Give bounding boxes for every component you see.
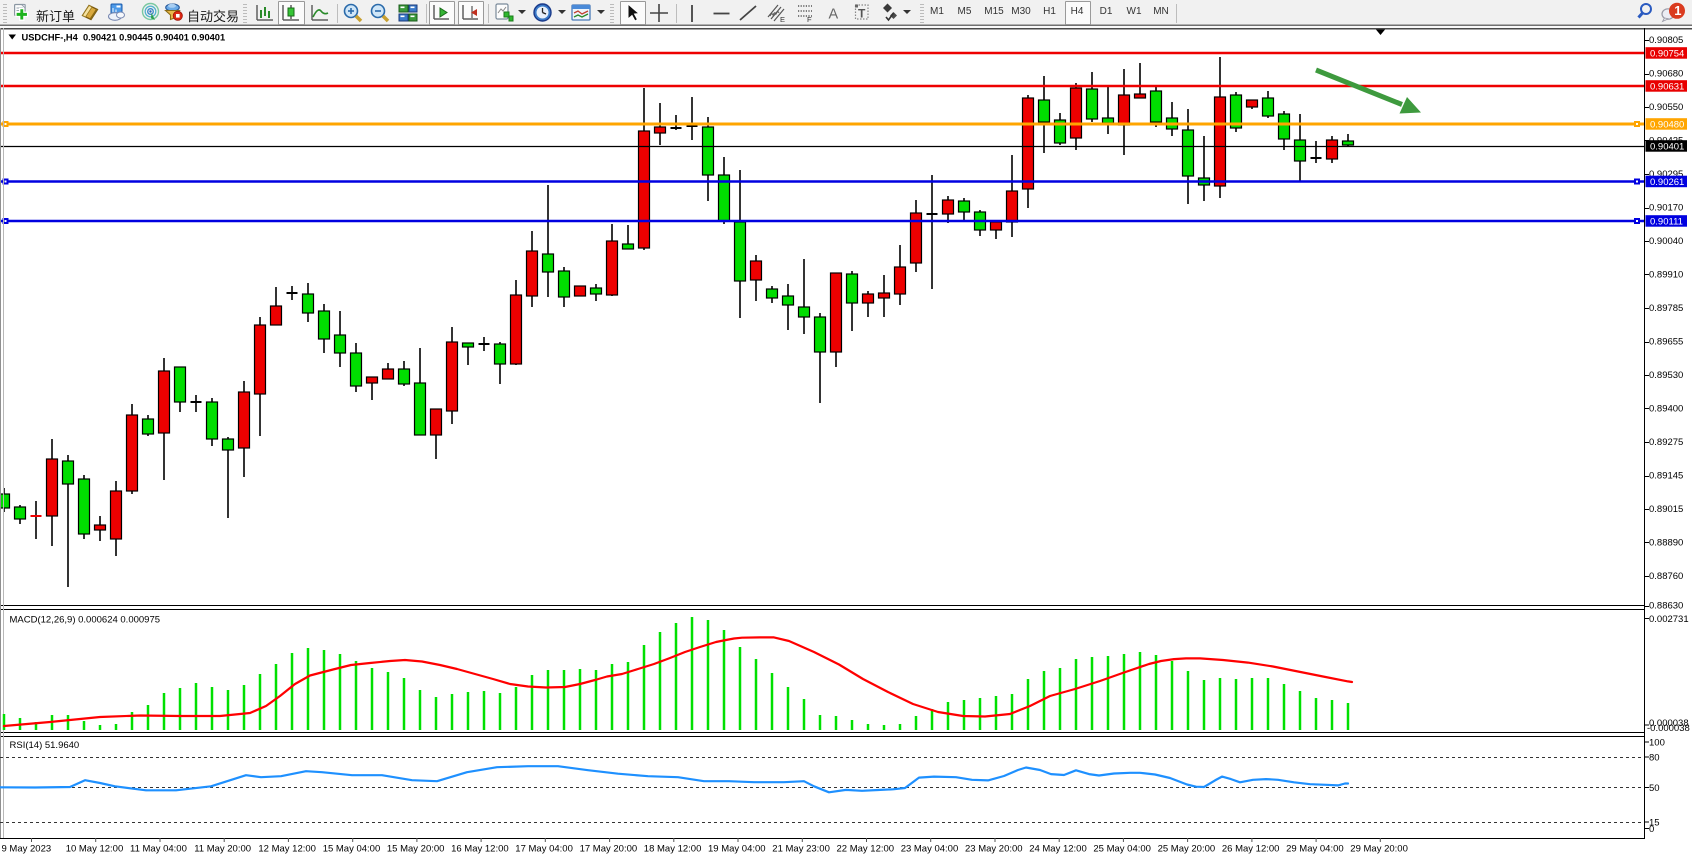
svg-text:26 May 12:00: 26 May 12:00 xyxy=(1222,844,1280,855)
svg-text:25 May 04:00: 25 May 04:00 xyxy=(1093,844,1151,855)
svg-text:0.90631: 0.90631 xyxy=(1650,82,1684,93)
svg-text:0.88890: 0.88890 xyxy=(1649,538,1683,549)
svg-text:0.90295: 0.90295 xyxy=(1649,169,1683,180)
svg-text:29 May 04:00: 29 May 04:00 xyxy=(1286,844,1344,855)
svg-text:10 May 12:00: 10 May 12:00 xyxy=(66,844,124,855)
svg-text:0.89910: 0.89910 xyxy=(1649,270,1683,281)
svg-text:29 May 20:00: 29 May 20:00 xyxy=(1350,844,1408,855)
svg-text:A: A xyxy=(829,7,839,23)
svg-text:0.000038: 0.000038 xyxy=(1649,718,1689,729)
svg-text:18 May 12:00: 18 May 12:00 xyxy=(644,844,702,855)
svg-text:0: 0 xyxy=(1649,824,1654,835)
svg-text:0.90040: 0.90040 xyxy=(1649,236,1683,247)
svg-text:15 May 20:00: 15 May 20:00 xyxy=(387,844,445,855)
svg-text:0.89275: 0.89275 xyxy=(1649,437,1683,448)
svg-text:0.89400: 0.89400 xyxy=(1649,404,1683,415)
svg-text:0.89655: 0.89655 xyxy=(1649,337,1683,348)
svg-text:21 May 23:00: 21 May 23:00 xyxy=(772,844,830,855)
svg-text:24 May 12:00: 24 May 12:00 xyxy=(1029,844,1087,855)
svg-text:19 May 04:00: 19 May 04:00 xyxy=(708,844,766,855)
svg-text:0.89530: 0.89530 xyxy=(1649,370,1683,381)
svg-text:11 May 20:00: 11 May 20:00 xyxy=(194,844,251,855)
svg-text:23 May 04:00: 23 May 04:00 xyxy=(901,844,959,855)
svg-text:MACD(12,26,9) 0.000624 0.00097: MACD(12,26,9) 0.000624 0.000975 xyxy=(10,615,161,626)
svg-text:11 May 04:00: 11 May 04:00 xyxy=(130,844,187,855)
svg-text:0.90261: 0.90261 xyxy=(1650,177,1684,188)
svg-text:0.90111: 0.90111 xyxy=(1650,217,1683,228)
svg-text:RSI(14) 51.9640: RSI(14) 51.9640 xyxy=(10,740,80,751)
svg-text:1: 1 xyxy=(1674,3,1681,18)
svg-text:0.89785: 0.89785 xyxy=(1649,303,1683,314)
svg-text:0.90480: 0.90480 xyxy=(1650,120,1684,131)
svg-text:15: 15 xyxy=(1649,818,1660,829)
svg-text:22 May 12:00: 22 May 12:00 xyxy=(837,844,895,855)
svg-text:0.89145: 0.89145 xyxy=(1649,471,1683,482)
svg-text:0.002731: 0.002731 xyxy=(1649,614,1689,625)
svg-text:0.90401: 0.90401 xyxy=(1650,142,1684,153)
svg-text:0.90170: 0.90170 xyxy=(1649,203,1683,214)
svg-text:0.90550: 0.90550 xyxy=(1649,102,1683,113)
svg-text:0.88630: 0.88630 xyxy=(1649,601,1683,612)
svg-text:0.88760: 0.88760 xyxy=(1649,571,1683,582)
svg-text:0.89015: 0.89015 xyxy=(1649,504,1683,515)
svg-text:0.90805: 0.90805 xyxy=(1649,35,1683,46)
svg-text:23 May 20:00: 23 May 20:00 xyxy=(965,844,1023,855)
svg-text:0.90754: 0.90754 xyxy=(1650,49,1684,60)
svg-text:F: F xyxy=(807,15,812,24)
svg-text:80: 80 xyxy=(1649,753,1660,764)
svg-text:-0.000038: -0.000038 xyxy=(1647,723,1690,734)
svg-text:15 May 04:00: 15 May 04:00 xyxy=(323,844,381,855)
svg-text:17 May 04:00: 17 May 04:00 xyxy=(515,844,573,855)
svg-text:T: T xyxy=(858,7,866,21)
svg-text:16 May 12:00: 16 May 12:00 xyxy=(451,844,509,855)
svg-text:E: E xyxy=(780,15,785,24)
svg-text:17 May 20:00: 17 May 20:00 xyxy=(580,844,638,855)
svg-text:25 May 20:00: 25 May 20:00 xyxy=(1158,844,1216,855)
svg-text:0.90680: 0.90680 xyxy=(1649,69,1683,80)
svg-text:12 May 12:00: 12 May 12:00 xyxy=(258,844,316,855)
svg-text:USDCHF-,H4 0.90421 0.90445 0.: USDCHF-,H4 0.90421 0.90445 0.90401 0.904… xyxy=(22,33,226,43)
svg-text:100: 100 xyxy=(1649,738,1665,749)
svg-text:9 May 2023: 9 May 2023 xyxy=(2,844,52,855)
svg-text:50: 50 xyxy=(1649,783,1660,794)
